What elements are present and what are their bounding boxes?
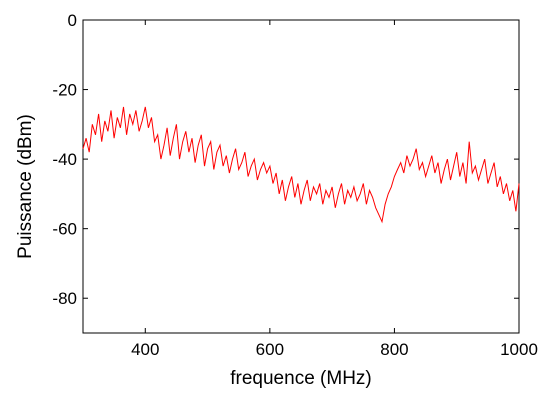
plot-area-frame	[82, 19, 520, 334]
y-tick-label: -20	[52, 81, 77, 100]
y-axis-label: Puissance (dBm)	[15, 114, 36, 259]
x-tick-label: 1000	[500, 340, 538, 359]
y-tick-label: -40	[52, 150, 77, 169]
x-axis-ticks: 400 600 800 1000	[131, 20, 538, 359]
x-tick-label: 600	[256, 340, 284, 359]
y-axis-ticks: 0 -20 -40 -60 -80	[52, 11, 519, 308]
x-tick-label: 400	[131, 340, 159, 359]
x-axis-label: frequence (MHz)	[230, 368, 372, 389]
y-tick-label: -60	[52, 220, 77, 239]
x-tick-label: 800	[380, 340, 408, 359]
power-series-line	[82, 106, 520, 224]
y-tick-label: -80	[52, 289, 77, 308]
y-tick-label: 0	[68, 11, 77, 30]
